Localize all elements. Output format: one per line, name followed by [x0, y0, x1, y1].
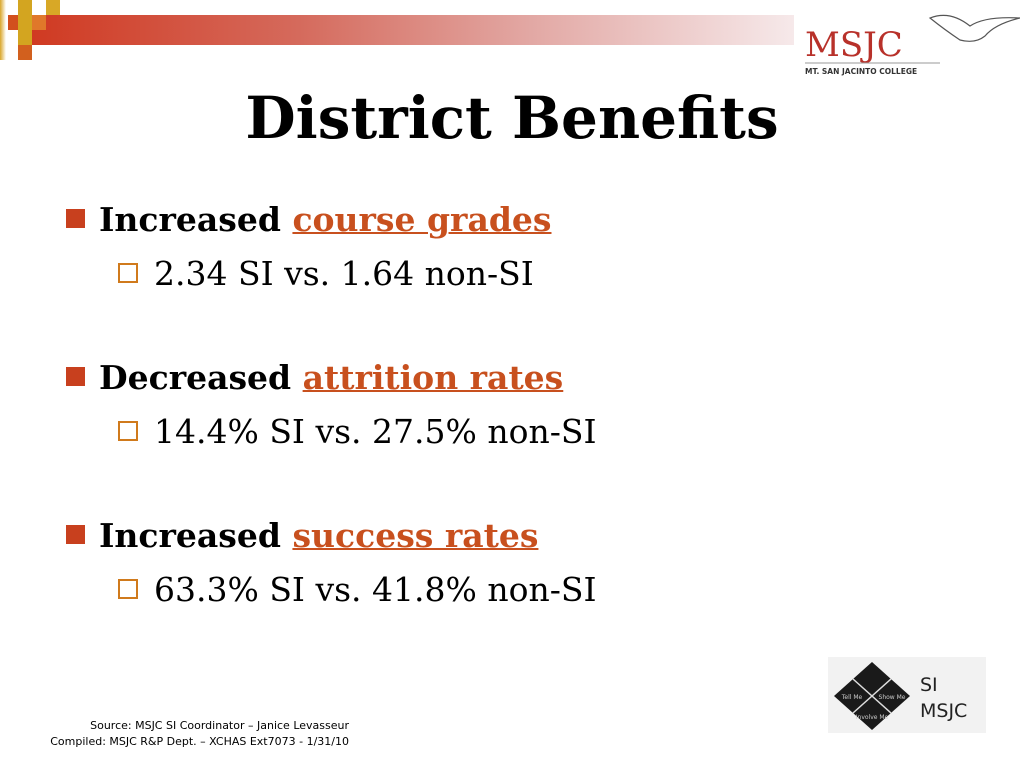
bullet-text: Increased [99, 200, 293, 239]
msjc-text: MSJC [920, 700, 967, 722]
sub-bullet-attrition: 14.4% SI vs. 27.5% non-SI [118, 412, 597, 451]
msjc-logo: MSJC MT. SAN JACINTO COLLEGE [800, 8, 1021, 78]
sub-bullet-success: 63.3% SI vs. 41.8% non-SI [118, 570, 597, 609]
si-msjc-logo: Tell Me Show Me Involve Me SI MSJC [828, 657, 986, 733]
square-bullet-icon [66, 209, 85, 228]
header-gradient-bar [32, 15, 794, 45]
success-rates-link[interactable]: success rates [292, 516, 539, 555]
slide-title: District Benefits [245, 84, 779, 152]
sub-bullet-text: 63.3% SI vs. 41.8% non-SI [154, 570, 597, 609]
course-grades-link[interactable]: course grades [292, 200, 552, 239]
hollow-square-bullet-icon [118, 579, 138, 599]
source-footer: Source: MSJC SI Coordinator – Janice Lev… [50, 718, 349, 750]
bullet-course-grades: Increased course grades [66, 200, 551, 239]
compiled-text: Compiled: MSJC R&P Dept. – XCHAS Ext7073… [50, 735, 349, 748]
square-bullet-icon [66, 525, 85, 544]
sub-bullet-grades: 2.34 SI vs. 1.64 non-SI [118, 254, 534, 293]
hollow-square-bullet-icon [118, 421, 138, 441]
attrition-rates-link[interactable]: attrition rates [302, 358, 564, 397]
show-me-text: Show Me [879, 694, 906, 701]
source-text: Source: MSJC SI Coordinator – Janice Lev… [90, 719, 349, 732]
si-text: SI [920, 674, 938, 696]
bullet-text: Decreased [99, 358, 303, 397]
sub-bullet-text: 2.34 SI vs. 1.64 non-SI [154, 254, 534, 293]
bullet-text: Increased [99, 516, 293, 555]
logo-text: MSJC [805, 25, 903, 65]
bullet-success-rates: Increased success rates [66, 516, 538, 555]
logo-tagline: MT. SAN JACINTO COLLEGE [805, 67, 917, 76]
sub-bullet-text: 14.4% SI vs. 27.5% non-SI [154, 412, 597, 451]
tell-me-text: Tell Me [841, 694, 863, 701]
square-bullet-icon [66, 367, 85, 386]
bullet-attrition-rates: Decreased attrition rates [66, 358, 563, 397]
hollow-square-bullet-icon [118, 263, 138, 283]
involve-me-text: Involve Me [856, 714, 889, 721]
